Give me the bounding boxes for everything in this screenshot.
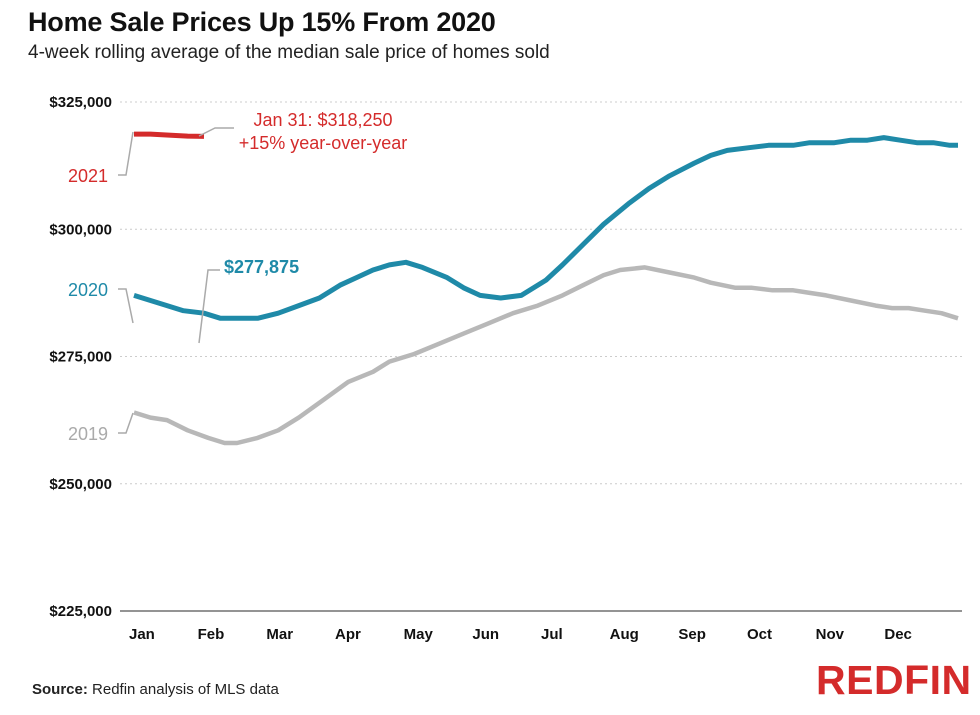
x-tick-label: Mar [266,626,293,643]
source-label: Source: [32,681,88,698]
x-tick-label: Jun [472,626,499,643]
chart-subtitle: 4-week rolling average of the median sal… [28,42,550,63]
series-label-2019: 2019 [68,424,108,444]
leader-line-2020 [118,288,134,324]
series-label-2020: 2020 [68,280,108,300]
annotation-yoy-change: +15% year-over-year [239,133,408,153]
x-tick-label: Dec [884,626,912,643]
x-tick-label: Jan [129,626,155,643]
y-axis-ticks: $325,000 $300,000 $275,000 $250,000 $225,000 [49,94,112,620]
x-tick-label: May [404,626,434,643]
chart-title: Home Sale Prices Up 15% From 2020 [28,7,496,37]
x-axis-ticks: Jan Feb Mar Apr May Jun Jul Aug Sep Oct Nov Dec [129,626,912,643]
leader-line-2021 [118,131,134,176]
x-tick-label: Nov [816,626,845,643]
leader-line-2019 [118,412,134,434]
x-tick-label: Aug [610,626,639,643]
redfin-logo: REDFIN [816,657,972,703]
y-tick-label: $250,000 [49,476,112,493]
leader-line-277875 [198,269,220,344]
x-tick-label: Jul [541,626,563,643]
y-tick-label: $225,000 [49,603,112,620]
x-tick-label: Oct [747,626,772,643]
y-tick-label: $325,000 [49,94,112,111]
series-labels: 2021 2020 2019 Jan 31: $318,250 +15% yea… [68,110,407,444]
leader-line-jan31 [198,127,234,137]
gridlines [120,101,962,612]
series-line-2019 [133,265,959,446]
annotation-jan31-value: Jan 31: $318,250 [253,110,392,130]
series-lines [133,131,959,446]
annotation-2020-value: $277,875 [224,257,299,277]
x-tick-label: Sep [678,626,706,643]
source-note: Source: Redfin analysis of MLS data [32,681,279,698]
y-tick-label: $300,000 [49,221,112,238]
y-tick-label: $275,000 [49,349,112,366]
series-line-2020 [133,135,958,321]
series-line-2021 [134,131,205,139]
source-text: Redfin analysis of MLS data [92,681,279,698]
series-label-2021: 2021 [68,166,108,186]
x-tick-label: Feb [198,626,225,643]
x-tick-label: Apr [335,626,361,643]
